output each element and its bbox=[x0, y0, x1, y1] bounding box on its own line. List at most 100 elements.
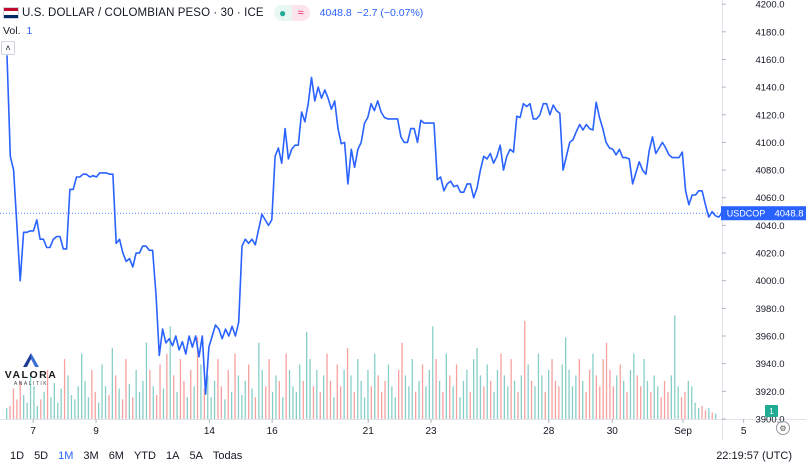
chevron-up-icon[interactable]: ˄ bbox=[1, 41, 15, 55]
x-tick-label: Sep bbox=[674, 426, 692, 437]
volume-bar bbox=[377, 375, 379, 419]
volume-bar bbox=[507, 386, 509, 419]
volume-bar bbox=[476, 348, 478, 419]
volume-bar bbox=[166, 353, 168, 419]
price-chart[interactable]: 3900.0 3920.0 3940.0 3960.0 3980.0 4000.0 4020… bbox=[0, 0, 806, 440]
volume-bar bbox=[94, 391, 96, 420]
volume-bar bbox=[186, 397, 188, 419]
volume-bar bbox=[466, 369, 468, 419]
symbol-title[interactable]: U.S. DOLLAR / COLOMBIAN PESO · 30 · ICE bbox=[22, 7, 264, 19]
range-button-1d[interactable]: 1D bbox=[10, 450, 25, 462]
volume-scale-badge[interactable]: 1 bbox=[765, 405, 778, 417]
volume-bar bbox=[261, 369, 263, 419]
volume-bar bbox=[87, 397, 90, 419]
volume-bar bbox=[660, 397, 662, 419]
volume-bar bbox=[363, 397, 366, 419]
volume-bar bbox=[582, 380, 584, 419]
volume-bar bbox=[609, 369, 611, 419]
y-tick-label: 3980.0 bbox=[755, 304, 784, 315]
range-button-todas[interactable]: Todas bbox=[212, 450, 243, 462]
last-price-tag-bg bbox=[772, 206, 806, 221]
volume-bar bbox=[244, 380, 246, 419]
volume-bar bbox=[326, 353, 328, 419]
volume-bar bbox=[77, 386, 79, 419]
y-tick-label: 4000.0 bbox=[755, 276, 784, 287]
volume-bar bbox=[438, 380, 441, 419]
volume-bar bbox=[571, 386, 574, 419]
range-button-ytd[interactable]: YTD bbox=[133, 450, 156, 462]
volume-bar bbox=[23, 395, 25, 419]
volume-bar bbox=[176, 391, 178, 420]
volume-bar bbox=[217, 359, 219, 420]
price-series-line bbox=[6, 55, 723, 395]
volume-bar bbox=[663, 380, 666, 419]
volume-legend[interactable]: Vol. 1 bbox=[3, 25, 32, 37]
last-price: 4048.8 bbox=[319, 7, 352, 19]
utc-clock[interactable]: 22:19:57 (UTC) bbox=[716, 450, 792, 462]
last-price-tag-symbol-bg bbox=[721, 206, 773, 221]
volume-bar bbox=[479, 375, 482, 419]
volume-bar bbox=[357, 359, 359, 420]
range-button-1a[interactable]: 1A bbox=[165, 450, 180, 462]
volume-bar bbox=[16, 399, 18, 419]
volume-bar bbox=[237, 375, 240, 419]
volume-bar bbox=[568, 369, 570, 419]
valora-logo: VALORA ANALITIK bbox=[0, 352, 62, 387]
y-tick-label: 4060.0 bbox=[755, 193, 784, 204]
volume-bar bbox=[353, 391, 355, 420]
volume-bar bbox=[387, 364, 390, 419]
volume-bar bbox=[616, 375, 618, 419]
volume-bar bbox=[132, 397, 134, 419]
volume-bar bbox=[633, 353, 635, 419]
volume-bar bbox=[629, 369, 632, 419]
y-tick-label: 4160.0 bbox=[755, 55, 784, 66]
volume-bar bbox=[517, 391, 519, 420]
volume-bar bbox=[135, 369, 137, 419]
volume-bar bbox=[381, 391, 383, 420]
settings-gear-icon[interactable]: ⚙ bbox=[776, 421, 790, 435]
status-pill[interactable]: ● ≈ bbox=[273, 5, 310, 21]
volume-bar bbox=[282, 397, 284, 419]
volume-bar bbox=[292, 386, 294, 419]
volume-bar bbox=[179, 359, 182, 420]
volume-bar bbox=[687, 380, 689, 419]
range-button-6m[interactable]: 6M bbox=[108, 450, 124, 462]
volume-bar bbox=[258, 342, 260, 419]
volume-bar bbox=[350, 375, 352, 419]
volume-bar bbox=[248, 364, 250, 419]
volume-bar bbox=[29, 375, 32, 419]
volume-bar bbox=[640, 386, 642, 419]
range-buttons: 1D 5D 1M 3M 6M YTD 1A 5A Todas bbox=[0, 450, 246, 462]
volume-bar bbox=[173, 375, 175, 419]
volume-bar bbox=[6, 408, 8, 419]
volume-bar bbox=[312, 386, 315, 419]
y-tick-label: 4020.0 bbox=[755, 249, 784, 260]
market-status-dot-icon[interactable]: ● bbox=[273, 5, 292, 21]
volume-bar bbox=[544, 391, 546, 420]
range-button-1m[interactable]: 1M bbox=[58, 450, 74, 462]
volume-bar bbox=[691, 386, 693, 419]
y-tick-label: 3900.0 bbox=[755, 415, 784, 426]
volume-bar bbox=[213, 380, 216, 419]
volume-bar bbox=[384, 380, 386, 419]
range-button-5a[interactable]: 5A bbox=[189, 450, 203, 462]
volume-bar bbox=[418, 380, 420, 419]
volume-bar bbox=[271, 391, 274, 420]
y-tick-label: 3960.0 bbox=[755, 332, 784, 343]
brand-name: VALORA bbox=[4, 369, 58, 381]
volume-bar bbox=[449, 375, 451, 419]
volume-bar bbox=[452, 386, 454, 419]
volume-bar bbox=[299, 364, 301, 419]
chart-header: U.S. DOLLAR / COLOMBIAN PESO · 30 · ICE … bbox=[0, 2, 423, 24]
volume-bar bbox=[40, 399, 42, 419]
volume-bar bbox=[193, 386, 195, 419]
delayed-data-icon[interactable]: ≈ bbox=[291, 5, 310, 21]
x-tick-label: 30 bbox=[607, 426, 619, 437]
x-tick-label: 7 bbox=[30, 426, 36, 437]
volume-bar bbox=[551, 359, 553, 420]
range-button-5d[interactable]: 5D bbox=[34, 450, 49, 462]
volume-bar bbox=[588, 369, 591, 419]
range-button-3m[interactable]: 3M bbox=[83, 450, 99, 462]
y-tick-label: 4080.0 bbox=[755, 166, 784, 177]
